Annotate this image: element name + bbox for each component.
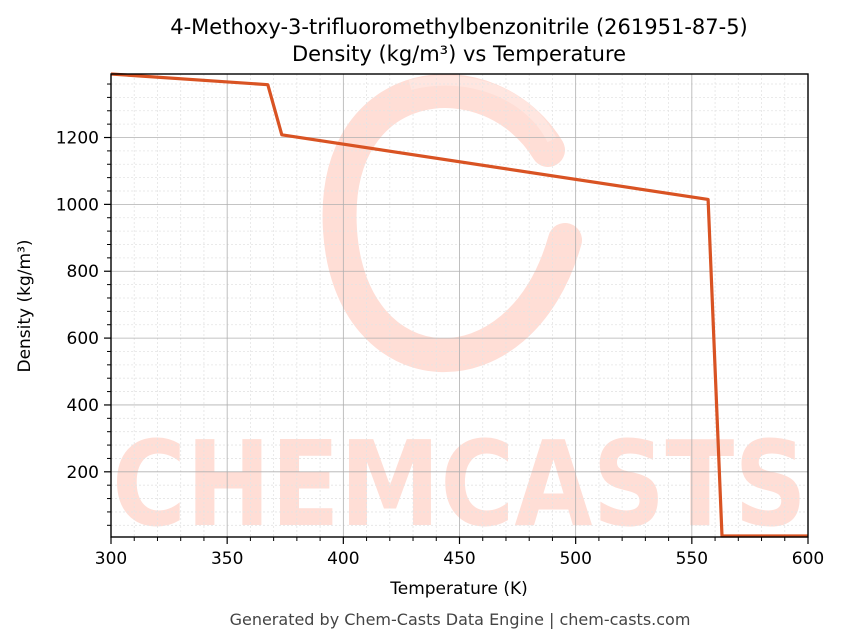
y-tick-label: 400 bbox=[67, 396, 99, 416]
x-tick-label: 600 bbox=[792, 549, 824, 569]
chart-subtitle: Density (kg/m³) vs Temperature bbox=[292, 42, 626, 66]
x-axis: 300 350 400 450 500 550 600 bbox=[95, 537, 824, 569]
x-tick-label: 350 bbox=[211, 549, 243, 569]
y-tick-label: 1200 bbox=[56, 129, 99, 149]
x-tick-label: 500 bbox=[559, 549, 591, 569]
y-axis: 200 400 600 800 1000 1200 bbox=[56, 83, 111, 526]
y-tick-label: 1000 bbox=[56, 195, 99, 215]
y-tick-label: 800 bbox=[67, 262, 99, 282]
x-tick-label: 550 bbox=[676, 549, 708, 569]
density-series-line bbox=[110, 72, 808, 538]
x-tick-label: 300 bbox=[95, 549, 127, 569]
y-tick-label: 600 bbox=[67, 329, 99, 349]
y-axis-label: Density (kg/m³) bbox=[15, 239, 35, 372]
chart-title: 4-Methoxy-3-trifluoromethylbenzonitrile … bbox=[170, 15, 748, 39]
x-tick-label: 450 bbox=[443, 549, 475, 569]
x-axis-label: Temperature (K) bbox=[389, 579, 528, 599]
footer-credit: Generated by Chem-Casts Data Engine | ch… bbox=[230, 610, 691, 629]
major-grid bbox=[111, 74, 808, 537]
watermark-logo-icon bbox=[322, 74, 582, 373]
x-tick-label: 400 bbox=[327, 549, 359, 569]
y-tick-label: 200 bbox=[67, 463, 99, 483]
